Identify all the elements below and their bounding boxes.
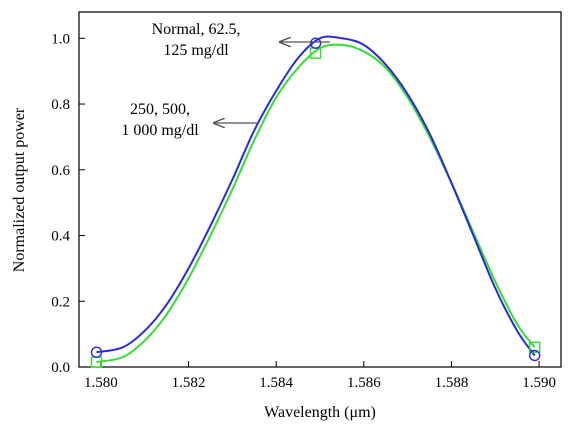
y-axis-ticks: 0.0 0.2 0.4 0.6 0.8 1.0 xyxy=(51,31,85,376)
annotation-text: Normal, 62.5, xyxy=(152,21,241,38)
x-tick-label: 1.590 xyxy=(522,375,556,391)
series-line-1 xyxy=(96,43,536,364)
x-tick-label: 1.582 xyxy=(172,375,206,391)
x-tick-label: 1.584 xyxy=(259,375,293,391)
x-axis-label: Wavelength (μm) xyxy=(264,404,376,421)
annotation-text: 1 000 mg/dl xyxy=(121,122,199,139)
x-tick-label: 1.580 xyxy=(84,375,118,391)
y-tick-label: 0.6 xyxy=(51,163,70,179)
annotations-layer: Normal, 62.5, 125 mg/dl 250, 500, 1 000 mg/… xyxy=(121,21,330,139)
annotation-text: 250, 500, xyxy=(130,101,190,118)
x-axis-ticks: 1.580 1.582 1.584 1.586 1.588 1.590 xyxy=(84,361,556,391)
x-tick-label: 1.588 xyxy=(435,375,469,391)
y-tick-label: 1.0 xyxy=(51,31,70,47)
data-point-circle xyxy=(90,346,103,358)
data-point-circle xyxy=(529,349,541,362)
data-point-circle xyxy=(309,37,322,49)
annotation-text: 125 mg/dl xyxy=(163,42,229,59)
series-layer xyxy=(90,35,541,368)
series-line-0 xyxy=(96,35,536,357)
y-tick-label: 0.8 xyxy=(51,97,70,113)
y-tick-label: 0.0 xyxy=(51,360,70,376)
x-tick-label: 1.586 xyxy=(347,375,381,391)
data-point-square xyxy=(529,341,541,353)
y-tick-label: 0.4 xyxy=(51,229,70,245)
plot-frame xyxy=(78,11,562,368)
y-tick-label: 0.2 xyxy=(51,294,70,310)
y-axis-label: Normalized output power xyxy=(11,107,28,272)
